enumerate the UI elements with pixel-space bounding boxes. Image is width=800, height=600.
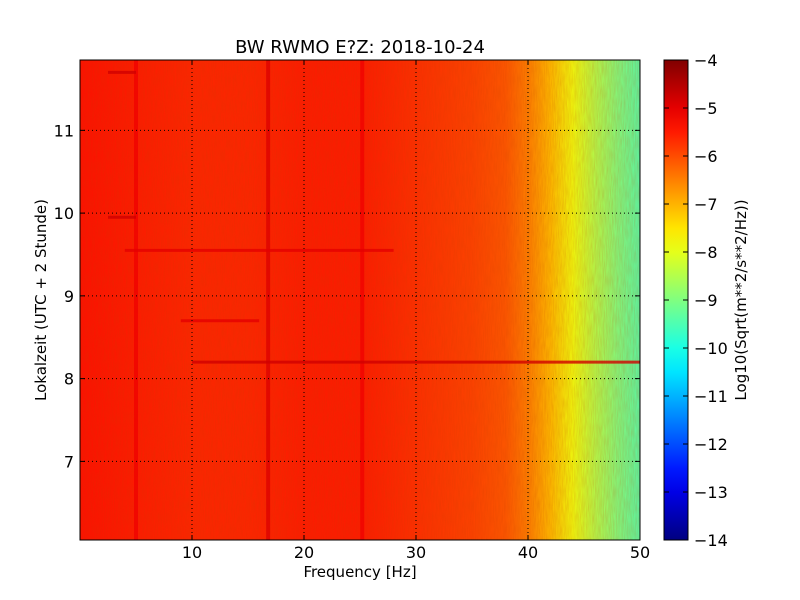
plot-area — [79, 59, 641, 541]
colorbar-label: Log10(Sqrt(m**2/s**2/Hz)) — [732, 199, 750, 400]
plot-frame — [79, 59, 641, 541]
x-tick-label: 20 — [294, 543, 314, 562]
colorbar-tick-label: −14 — [694, 531, 728, 550]
x-tick-label: 50 — [630, 543, 650, 562]
x-axis-label: Frequency [Hz] — [303, 563, 416, 581]
colorbar-tick-label: −10 — [694, 339, 728, 358]
x-axis: 10 20 30 40 50 — [182, 60, 650, 562]
y-tick-label: 10 — [54, 204, 74, 223]
y-axis: 7 8 9 10 11 — [54, 121, 640, 471]
spectrogram-features — [108, 60, 640, 540]
x-tick-label: 10 — [182, 543, 202, 562]
y-tick-label: 8 — [64, 370, 74, 389]
colorbar-tick-label: −7 — [694, 195, 718, 214]
y-tick-label: 9 — [64, 287, 74, 306]
y-axis-label: Lokalzeit (UTC + 2 Stunde) — [32, 199, 50, 401]
colorbar-tick-label: −11 — [694, 387, 728, 406]
colorbar-tick-label: −6 — [694, 147, 718, 166]
x-tick-label: 40 — [518, 543, 538, 562]
colorbar-tick-label: −8 — [694, 243, 718, 262]
y-tick-label: 11 — [54, 121, 74, 140]
colorbar-tick-label: −9 — [694, 291, 718, 310]
colorbar-tick-label: −12 — [694, 435, 728, 454]
y-tick-label: 7 — [64, 452, 74, 471]
colorbar-tick-label: −13 — [694, 483, 728, 502]
chart-title: BW RWMO E?Z: 2018-10-24 — [235, 37, 485, 58]
colorbar-ticks: −4 −5 −6 −7 −8 −9 −10 −11 −12 −13 −14 — [664, 51, 728, 550]
colorbar: −4 −5 −6 −7 −8 −9 −10 −11 −12 −13 −14 — [663, 51, 728, 550]
grid-lines — [80, 60, 640, 540]
spectrogram-texture — [80, 60, 640, 540]
x-tick-label: 30 — [406, 543, 426, 562]
colorbar-tick-label: −4 — [694, 51, 718, 70]
colorbar-tick-label: −5 — [694, 99, 718, 118]
